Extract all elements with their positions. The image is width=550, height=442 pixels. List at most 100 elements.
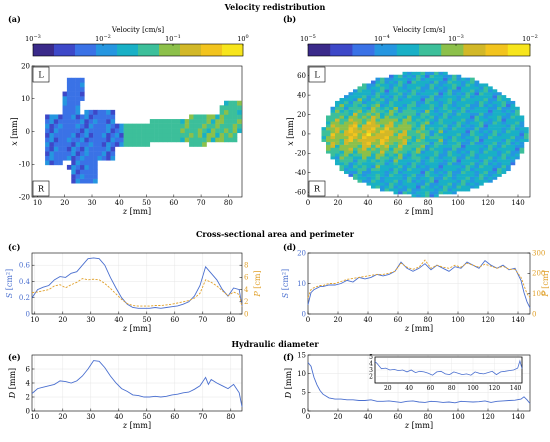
heatmap-cell (237, 119, 242, 124)
heatmap-cell (452, 138, 457, 142)
x-tick-label: 20 (334, 413, 343, 421)
heatmap-cell (497, 153, 502, 157)
heatmap-cell (339, 156, 345, 160)
heatmap-cell (206, 137, 212, 143)
heatmap-cell (180, 132, 185, 138)
y-tick-label: 20 (297, 111, 306, 119)
heatmap-cell (339, 130, 345, 134)
y-axis-label: D [mm] (8, 368, 17, 399)
heatmap-cell (380, 132, 385, 137)
colorbar-tick-base: 10 (374, 35, 382, 43)
heatmap-cell (470, 127, 475, 131)
heatmap-cell (326, 130, 331, 134)
heatmap-cell (425, 141, 430, 145)
heatmap-cell (71, 164, 76, 170)
heatmap-cell (58, 151, 63, 156)
heatmap-cell (429, 127, 435, 131)
heatmap-cell (49, 146, 55, 152)
colorbar-swatch (330, 44, 353, 56)
colorbar-swatch (485, 44, 509, 56)
heatmap-cell (357, 121, 363, 125)
heatmap-cell (232, 114, 238, 120)
heatmap-cell (375, 162, 381, 166)
heatmap-cell (353, 156, 358, 160)
heatmap-cell (184, 132, 190, 138)
heatmap-cell (45, 155, 50, 161)
heatmap-cell (420, 135, 426, 140)
heatmap-cell (398, 80, 403, 84)
colorbar-swatch (308, 44, 331, 56)
heatmap-cell (339, 153, 345, 157)
heatmap-cell (479, 109, 484, 113)
heatmap-cell (114, 137, 120, 143)
x-tick-label: 10 (30, 316, 39, 324)
heatmap-cell (497, 115, 502, 119)
heatmap-cell (474, 159, 480, 163)
heatmap-cell (411, 92, 417, 96)
x-axis-label-symbol: z (122, 421, 128, 430)
heatmap-cell (465, 130, 471, 134)
heatmap-cell (49, 114, 55, 120)
heatmap-cell (492, 150, 498, 154)
heatmap-cell (443, 100, 448, 105)
heatmap-cell (420, 138, 426, 142)
heatmap-cell (416, 77, 421, 81)
heatmap-cell (335, 118, 340, 122)
heatmap-cell (71, 174, 76, 179)
heatmap-cell (425, 162, 430, 166)
heatmap-cell (438, 135, 444, 140)
heatmap-cell (488, 176, 493, 180)
heatmap-cell (384, 144, 390, 148)
heatmap-cell (429, 89, 435, 93)
heatmap-cell (348, 173, 354, 177)
heatmap-cell (335, 156, 340, 160)
heatmap-cell (101, 137, 107, 143)
corner-box-top (32, 66, 50, 83)
heatmap-cell (407, 135, 412, 140)
heatmap-cell (371, 98, 376, 102)
heatmap-cell (456, 138, 462, 142)
heatmap-cell (506, 112, 511, 116)
heatmap-cell (339, 147, 345, 151)
heatmap-cell (461, 188, 466, 192)
heatmap-cell (393, 92, 399, 96)
heatmap-cell (501, 100, 507, 105)
heatmap-cell (398, 127, 403, 131)
heatmap-cell (447, 138, 453, 142)
heatmap-cell (515, 121, 520, 125)
heatmap-cell (402, 83, 408, 87)
heatmap-cell (366, 147, 372, 151)
heatmap-cell (53, 132, 59, 138)
heatmap-cell (416, 173, 421, 177)
heatmap-cell (371, 176, 376, 180)
heatmap-cell (488, 150, 493, 154)
heatmap-cell (465, 121, 471, 125)
heatmap-cell (447, 86, 453, 90)
heatmap-cell (49, 137, 55, 143)
heatmap-cell (474, 130, 480, 134)
heatmap-cell (193, 119, 199, 124)
heatmap-cell (393, 77, 399, 81)
heatmap-cell (452, 92, 457, 96)
heatmap-cell (45, 119, 50, 124)
heatmap-cell (321, 135, 327, 140)
heatmap-cell (407, 191, 412, 195)
heatmap-cell (420, 106, 426, 110)
heatmap-cell (66, 77, 72, 83)
heatmap-cell (452, 162, 457, 166)
heatmap-cell (497, 132, 502, 137)
heatmap-cell (515, 127, 520, 131)
heatmap-cell (339, 103, 345, 108)
heatmap-cell (407, 159, 412, 163)
heatmap-cell (474, 89, 480, 93)
heatmap-cell (474, 162, 480, 166)
heatmap-cell (452, 118, 457, 122)
heatmap-cell (393, 130, 399, 134)
heatmap-cell (232, 137, 238, 143)
heatmap-cell (411, 112, 417, 116)
heatmap-cell (443, 127, 448, 131)
heatmap-cell (389, 124, 394, 128)
heatmap-cell (330, 130, 336, 134)
heatmap-cell (470, 115, 475, 119)
heatmap-cell (149, 119, 155, 124)
